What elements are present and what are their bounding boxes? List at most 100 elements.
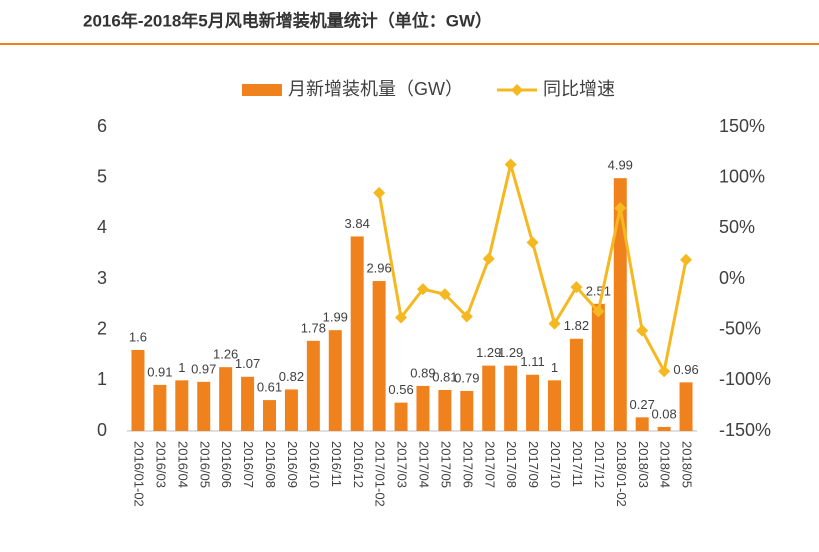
value-label: 2.96 <box>366 260 391 275</box>
value-label: 1.99 <box>323 310 348 325</box>
legend-swatch <box>511 84 523 96</box>
value-label: 1.26 <box>213 347 238 362</box>
marker <box>416 283 429 296</box>
x-tick-label: 2016/12 <box>351 441 366 488</box>
x-tick-label: 2017/10 <box>548 441 563 488</box>
bar <box>482 365 496 431</box>
bar <box>284 389 298 431</box>
y2-tick-label: 0% <box>719 268 745 288</box>
x-tick-label: 2017/12 <box>592 441 607 488</box>
x-tick-label: 2016/08 <box>263 441 278 488</box>
legend-label: 同比增速 <box>543 79 615 99</box>
y2-tick-label: 100% <box>719 166 765 186</box>
x-tick-label: 2016/10 <box>307 441 322 488</box>
marker <box>548 317 561 330</box>
x-tick-label: 2016/06 <box>219 441 234 488</box>
bar <box>197 381 211 431</box>
legend-swatch <box>242 84 282 96</box>
y-tick-label: 6 <box>97 116 107 136</box>
x-tick-label: 2017/01-02 <box>373 441 388 507</box>
value-label: 1 <box>551 360 558 375</box>
x-tick-label: 2017/09 <box>526 441 541 488</box>
marker <box>680 253 693 266</box>
marker <box>482 252 495 265</box>
bar <box>175 380 189 431</box>
value-label: 3.84 <box>345 216 370 231</box>
value-label: 1.6 <box>129 329 147 344</box>
bar <box>679 382 693 431</box>
marker <box>438 288 451 301</box>
bar <box>438 389 452 431</box>
x-tick-label: 2016/04 <box>175 441 190 488</box>
value-label: 0.08 <box>651 406 676 421</box>
y2-tick-label: -150% <box>719 420 771 440</box>
bar <box>657 426 671 431</box>
y2-tick-label: -100% <box>719 369 771 389</box>
y-tick-label: 2 <box>97 318 107 338</box>
value-label: 1.11 <box>520 354 544 369</box>
value-label: 1.07 <box>235 356 260 371</box>
value-label: 0.96 <box>673 362 698 377</box>
x-tick-label: 2018/04 <box>658 441 673 488</box>
bar <box>131 349 145 431</box>
marker <box>460 310 473 323</box>
x-tick-label: 2016/05 <box>197 441 212 488</box>
value-label: 1.29 <box>476 345 501 360</box>
x-tick-label: 2017/07 <box>482 441 497 488</box>
value-label: 0.89 <box>410 365 435 380</box>
bar <box>416 385 430 431</box>
x-tick-label: 2016/07 <box>241 441 256 488</box>
bar <box>306 340 320 431</box>
x-tick-label: 2017/11 <box>570 441 585 487</box>
marker <box>636 324 649 337</box>
legend-label: 月新增装机量（GW） <box>288 79 463 99</box>
bar <box>548 380 561 431</box>
value-label: 0.56 <box>388 382 413 397</box>
value-label: 1 <box>178 360 185 375</box>
value-label: 1.29 <box>498 345 523 360</box>
value-label: 0.27 <box>630 397 655 412</box>
value-label: 0.81 <box>432 369 457 384</box>
marker <box>526 236 539 249</box>
x-tick-label: 2017/08 <box>504 441 519 488</box>
x-tick-label: 2017/03 <box>395 441 410 488</box>
marker <box>504 158 517 171</box>
value-label: 0.79 <box>454 370 479 385</box>
value-label: 0.61 <box>257 380 282 395</box>
bar <box>613 178 627 431</box>
bar <box>635 417 649 431</box>
x-tick-label: 2017/05 <box>438 441 453 488</box>
x-tick-label: 2016/03 <box>153 441 168 488</box>
value-label: 0.91 <box>147 364 172 379</box>
x-tick-label: 2018/05 <box>680 441 695 488</box>
value-label: 1.78 <box>301 320 326 335</box>
value-label: 0.97 <box>191 361 216 376</box>
bar <box>241 376 255 431</box>
bar <box>569 338 583 431</box>
x-tick-label: 2017/06 <box>460 441 475 488</box>
x-tick-label: 2016/09 <box>285 441 300 488</box>
x-tick-label: 2018/01-02 <box>614 441 629 507</box>
y-tick-label: 3 <box>97 268 107 288</box>
bar <box>591 303 605 431</box>
y-tick-label: 0 <box>97 420 107 440</box>
marker <box>373 186 386 199</box>
value-label: 1.82 <box>564 318 589 333</box>
value-label: 4.99 <box>608 158 633 173</box>
bar <box>394 402 408 431</box>
marker <box>658 365 671 378</box>
bar <box>328 330 342 431</box>
value-label: 0.82 <box>279 369 304 384</box>
bar <box>263 400 276 431</box>
y-tick-label: 4 <box>97 217 107 237</box>
bar <box>504 365 518 431</box>
y2-tick-label: -50% <box>719 318 761 338</box>
value-label: 2.51 <box>586 283 611 298</box>
bar <box>350 236 364 431</box>
marker <box>614 202 627 215</box>
bar <box>153 384 167 431</box>
x-tick-label: 2018/03 <box>636 441 651 488</box>
x-tick-label: 2016/11 <box>329 441 344 487</box>
bar <box>219 367 233 431</box>
